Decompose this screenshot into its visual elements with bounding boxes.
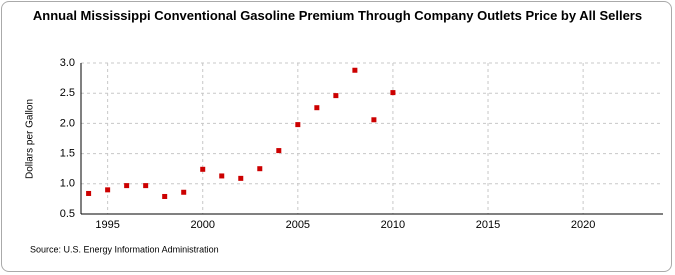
x-tick-label: 1995 — [95, 219, 119, 231]
point — [257, 166, 263, 172]
y-axis-label: Dollars per Gallon — [25, 99, 36, 179]
frame — [1, 1, 672, 272]
point — [143, 183, 149, 189]
x-tick-label: 2000 — [190, 219, 214, 231]
point — [238, 175, 244, 181]
chart-title: Annual Mississippi Conventional Gasoline… — [32, 8, 643, 23]
y-tick-label: 2.0 — [60, 117, 75, 129]
point — [162, 193, 168, 199]
y-tick-label: 1.0 — [60, 178, 75, 190]
point — [124, 183, 130, 189]
point — [219, 173, 225, 179]
y-tick-label: 3.0 — [60, 57, 75, 69]
point — [276, 148, 282, 154]
point — [200, 166, 206, 172]
point — [295, 122, 301, 128]
y-tick-label: 2.5 — [60, 87, 75, 99]
point — [86, 190, 92, 196]
point — [314, 105, 320, 111]
x-tick-label: 2010 — [381, 219, 405, 231]
point — [105, 187, 111, 193]
x-tick-label: 2005 — [286, 219, 310, 231]
point — [181, 189, 187, 195]
point — [371, 117, 377, 123]
y-tick-label: 0.5 — [60, 208, 75, 220]
x-tick-label: 2020 — [571, 219, 595, 231]
y-tick-label: 1.5 — [60, 148, 75, 160]
point — [333, 93, 339, 99]
source: Source: U.S. Energy Information Administ… — [30, 244, 219, 254]
x-tick-label: 2015 — [476, 219, 500, 231]
point — [390, 90, 396, 96]
point — [352, 67, 358, 73]
